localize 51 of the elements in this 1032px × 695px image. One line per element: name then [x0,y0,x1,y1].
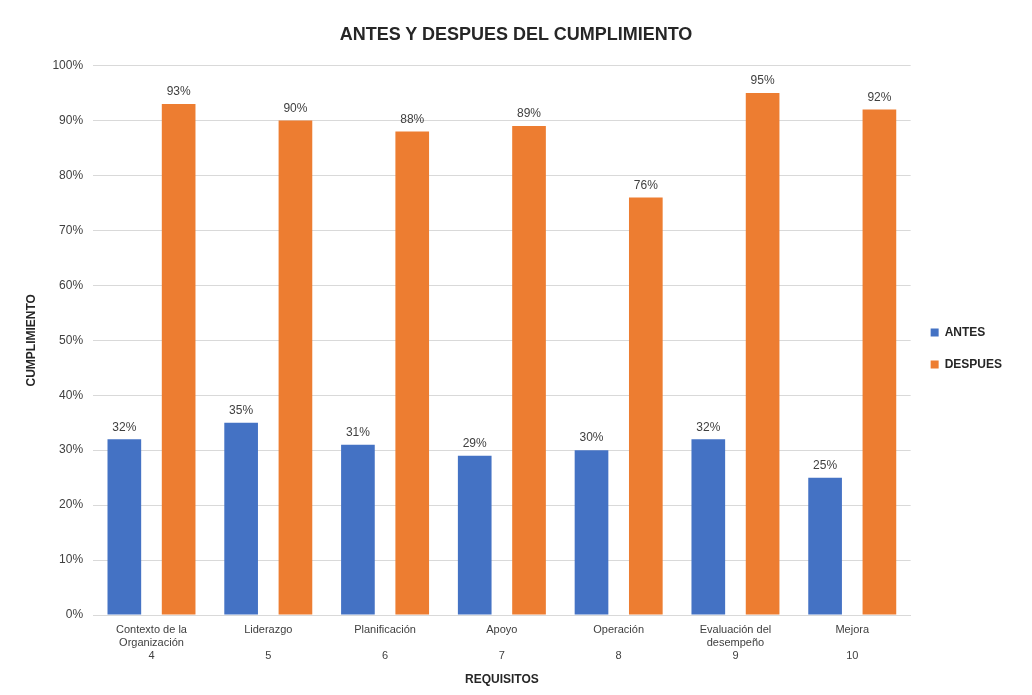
bar [341,444,375,615]
x-tick-label: Evaluación del desempeño 9 [699,622,772,662]
y-tick-label: 70% [59,222,84,237]
bar [161,104,196,615]
bar [691,439,726,615]
data-label: 92% [867,89,892,104]
data-label: 35% [229,403,254,418]
data-label: 89% [517,106,542,121]
data-label: 30% [579,430,604,445]
y-axis-title: CUMPLIMIENTO [23,294,38,387]
bar [862,109,897,615]
y-tick-label: 90% [59,112,84,127]
category-label: Liderazgo 5 [244,622,293,662]
bar [395,131,430,615]
data-label: 29% [462,435,488,450]
category-label: Planificación 6 [354,622,416,662]
category-label: Apoyo 7 [486,622,518,662]
data-label: 32% [112,419,137,434]
chart-title: ANTES Y DESPUES DEL CUMPLIMIENTO [339,23,693,44]
bar [107,439,142,615]
y-tick-label: 50% [59,332,84,347]
bar [224,422,258,615]
y-tick-label: 10% [59,552,84,567]
y-tick-label: 30% [59,442,84,457]
data-label: 32% [696,419,721,434]
bar [808,477,842,615]
data-label: 25% [813,457,838,472]
data-label: 31% [345,425,371,439]
y-tick-label: 100% [52,57,84,72]
category-label: Mejora 10 [835,622,870,662]
bar [574,450,609,615]
data-label: 76% [633,177,659,192]
legend-label: ANTES [944,324,986,339]
data-label: 90% [283,100,308,115]
bar [745,93,780,615]
data-label: 88% [400,111,425,126]
legend-label: DESPUES [944,356,1003,371]
bar [512,126,546,615]
x-axis-title: REQUISITOS [464,672,539,687]
y-tick-label: 60% [59,277,84,292]
bar [628,197,663,615]
category-label: Operación 8 [593,622,645,662]
data-label: 95% [750,73,775,88]
y-tick-label: 0% [65,607,84,622]
x-tick-label: Contexto de la Organización 4 [116,622,188,662]
data-label: 93% [166,84,191,99]
y-tick-label: 20% [59,497,84,512]
bar [278,120,313,615]
y-tick-label: 40% [59,387,84,402]
bar [457,455,492,615]
y-tick-label: 80% [59,167,84,182]
